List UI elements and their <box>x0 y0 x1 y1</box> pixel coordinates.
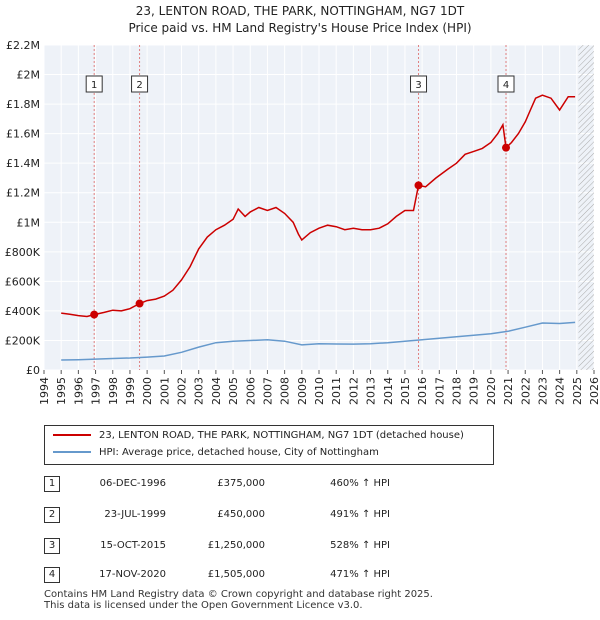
y-tick-label: £200K <box>5 334 41 347</box>
y-tick-label: £0 <box>26 364 40 377</box>
sale-number-box <box>131 75 149 93</box>
x-tick-label: 2012 <box>347 377 360 405</box>
sale-point <box>90 310 99 319</box>
y-tick-label: £1M <box>17 216 41 229</box>
sale-number-box <box>410 75 428 93</box>
sale-price: £1,250,000 <box>207 540 265 551</box>
x-tick-label: 2023 <box>536 377 549 405</box>
sale-point <box>135 299 144 308</box>
x-tick-label: 2004 <box>210 377 223 405</box>
sale-number-label: 3 <box>415 80 421 91</box>
x-tick-label: 2016 <box>416 377 429 405</box>
sale-point <box>414 181 423 190</box>
y-tick-label: £800K <box>5 246 41 259</box>
x-tick-label: 2026 <box>588 377 600 405</box>
x-tick-label: 1997 <box>90 377 103 405</box>
x-tick-label: 2008 <box>279 377 292 405</box>
x-tick-label: 2003 <box>193 377 206 405</box>
x-tick-label: 2021 <box>502 377 515 405</box>
y-tick-label: £2M <box>17 69 41 82</box>
x-tick-label: 2011 <box>330 377 343 405</box>
price-chart: 1 2 3 4 1994 1995 1996 1997 1998 1999 2000 2001 200… <box>5 39 600 405</box>
x-tick-label: 2009 <box>296 377 309 405</box>
sale-date: 06-DEC-1996 <box>99 478 166 489</box>
sale-date: 23-JUL-1999 <box>104 509 166 520</box>
legend: 23, LENTON ROAD, THE PARK, NOTTINGHAM, N… <box>44 425 494 465</box>
sale-badge: 4 <box>44 567 60 583</box>
x-tick-label: 2000 <box>141 377 154 405</box>
x-tick-label: 2024 <box>554 377 567 405</box>
chart-subtitle: Price paid vs. HM Land Registry's House … <box>128 21 472 35</box>
sale-number-label: 4 <box>503 80 509 91</box>
sale-number-label: 1 <box>91 80 97 91</box>
sale-hpi-change: 528% ↑ HPI <box>330 540 390 551</box>
x-tick-label: 2025 <box>571 377 584 405</box>
sale-price: £1,505,000 <box>207 569 265 580</box>
sale-point <box>502 143 510 152</box>
table-row: 1 06-DEC-1996 £375,000 460% ↑ HPI <box>0 474 600 494</box>
x-tick-label: 2010 <box>313 377 326 405</box>
sale-badge: 1 <box>44 476 60 492</box>
legend-swatch-property <box>53 434 91 436</box>
legend-item-hpi: HPI: Average price, detached house, City… <box>53 445 379 461</box>
y-tick-label: £400K <box>5 305 41 318</box>
legend-label-property: 23, LENTON ROAD, THE PARK, NOTTINGHAM, N… <box>99 430 464 441</box>
property-price-line <box>61 94 576 318</box>
x-tick-label: 2005 <box>227 377 240 405</box>
x-tick-label: 2014 <box>382 377 395 405</box>
x-tick-label: 2015 <box>399 377 412 405</box>
table-row: 2 23-JUL-1999 £450,000 491% ↑ HPI <box>0 505 600 525</box>
x-tick-label: 2002 <box>176 377 189 405</box>
footer-licence: This data is licensed under the Open Gov… <box>44 600 363 611</box>
y-tick-label: £1.8M <box>6 98 40 111</box>
sale-number-box <box>85 75 103 93</box>
hpi-line <box>61 321 576 361</box>
y-tick-label: £600K <box>5 275 41 288</box>
x-tick-label: 1994 <box>38 377 51 405</box>
chart-title: 23, LENTON ROAD, THE PARK, NOTTINGHAM, N… <box>135 4 465 18</box>
sale-number-label: 2 <box>136 80 142 91</box>
legend-label-hpi: HPI: Average price, detached house, City… <box>99 447 379 458</box>
x-tick-label: 2018 <box>451 377 464 405</box>
x-tick-label: 2006 <box>244 377 257 405</box>
x-tick-label: 1996 <box>72 377 85 405</box>
sale-date: 17-NOV-2020 <box>99 569 166 580</box>
legend-item-property: 23, LENTON ROAD, THE PARK, NOTTINGHAM, N… <box>53 428 464 444</box>
y-tick-label: £2.2M <box>6 39 40 52</box>
table-row: 3 15-OCT-2015 £1,250,000 528% ↑ HPI <box>0 536 600 556</box>
x-tick-label: 2017 <box>433 377 446 405</box>
sale-hpi-change: 491% ↑ HPI <box>330 509 390 520</box>
x-tick-label: 2013 <box>365 377 378 405</box>
sale-badge: 3 <box>44 538 60 554</box>
footer-copyright: Contains HM Land Registry data © Crown c… <box>44 589 433 600</box>
sale-hpi-change: 460% ↑ HPI <box>330 478 390 489</box>
legend-swatch-hpi <box>53 451 91 453</box>
sale-price: £450,000 <box>217 509 265 520</box>
x-tick-label: 1998 <box>107 377 120 405</box>
future-hatch-region <box>578 45 594 370</box>
table-row: 4 17-NOV-2020 £1,505,000 471% ↑ HPI <box>0 565 600 585</box>
y-tick-label: £1.2M <box>6 187 40 200</box>
sale-price: £375,000 <box>217 478 265 489</box>
sale-hpi-change: 471% ↑ HPI <box>330 569 390 580</box>
sale-number-box <box>497 75 515 93</box>
sale-badge: 2 <box>44 507 60 523</box>
x-tick-label: 2001 <box>158 377 171 405</box>
x-tick-label: 2020 <box>485 377 498 405</box>
y-tick-label: £1.6M <box>6 128 40 141</box>
x-tick-label: 1999 <box>124 377 137 405</box>
x-tick-label: 1995 <box>55 377 68 405</box>
x-tick-label: 2022 <box>519 377 532 405</box>
x-tick-label: 2019 <box>468 377 481 405</box>
sale-date: 15-OCT-2015 <box>100 540 166 551</box>
y-tick-label: £1.4M <box>6 157 40 170</box>
x-tick-label: 2007 <box>261 377 274 405</box>
